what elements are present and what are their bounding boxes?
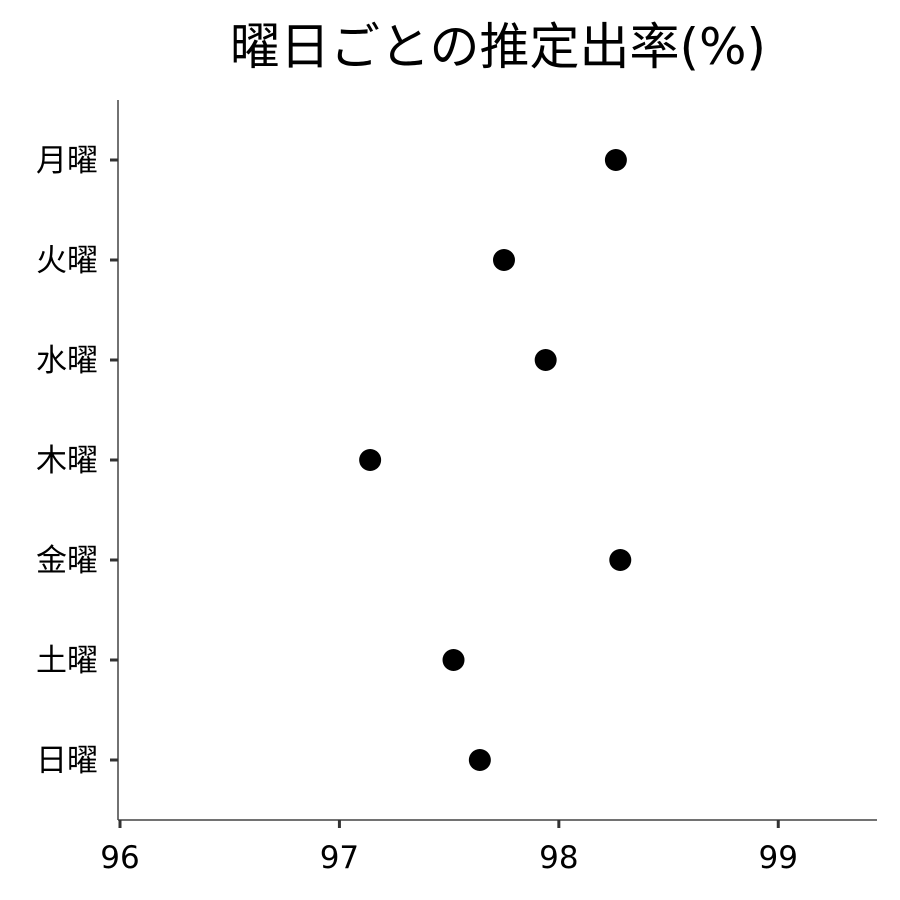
x-tick-label: 96 <box>100 840 139 876</box>
x-axis-ticks: 96 97 98 99 <box>100 820 798 876</box>
data-point <box>359 449 382 471</box>
x-tick-label: 97 <box>320 840 359 876</box>
y-tick-label: 火曜 <box>36 243 98 279</box>
y-tick-label: 金曜 <box>36 543 98 579</box>
x-tick-label: 98 <box>539 840 578 876</box>
data-point <box>492 249 515 271</box>
data-point <box>468 749 491 771</box>
y-tick-label: 月曜 <box>36 143 98 179</box>
y-tick-label: 水曜 <box>36 343 98 379</box>
y-tick-label: 木曜 <box>36 443 98 479</box>
data-point <box>604 149 627 171</box>
x-tick-label: 99 <box>759 840 798 876</box>
data-point <box>609 549 632 571</box>
data-point <box>442 649 465 671</box>
chart-title: 曜日ごとの推定出率(%) <box>230 18 766 76</box>
data-points <box>359 149 632 771</box>
data-point <box>534 349 557 371</box>
y-tick-label: 日曜 <box>36 743 98 779</box>
y-tick-label: 土曜 <box>36 643 98 679</box>
